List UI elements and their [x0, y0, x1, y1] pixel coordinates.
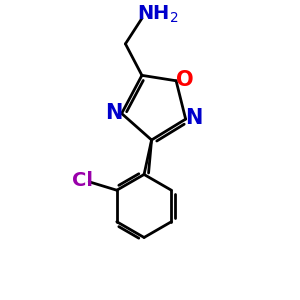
Text: N: N — [105, 103, 122, 123]
Text: NH$_2$: NH$_2$ — [137, 4, 178, 26]
Text: O: O — [176, 70, 193, 90]
Text: Cl: Cl — [72, 171, 93, 190]
Text: N: N — [185, 109, 203, 128]
